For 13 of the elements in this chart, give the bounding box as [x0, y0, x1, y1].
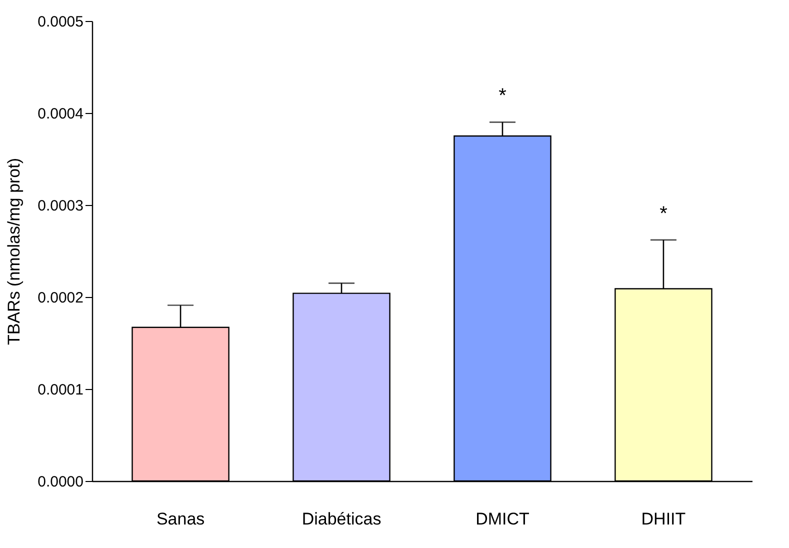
x-tick-label: DMICT — [476, 510, 530, 528]
y-tick-label: 0.0002 — [38, 290, 84, 306]
x-tick-label: DHIIT — [641, 510, 686, 528]
y-tick-label: 0.0001 — [38, 382, 84, 398]
data-label: * — [660, 202, 668, 225]
x-tick-label: Sanas — [156, 510, 205, 528]
y-tick-label: 0.0003 — [38, 198, 84, 214]
y-tick-label: 0.0004 — [38, 106, 84, 122]
y-tick-label: 0.0005 — [38, 14, 84, 30]
y-tick-label: 0.0000 — [38, 474, 84, 490]
y-axis-title: TBARs (nmolas/mg prot) — [4, 158, 24, 346]
data-label: * — [498, 85, 507, 108]
x-tick-label: Diabéticas — [302, 510, 382, 528]
